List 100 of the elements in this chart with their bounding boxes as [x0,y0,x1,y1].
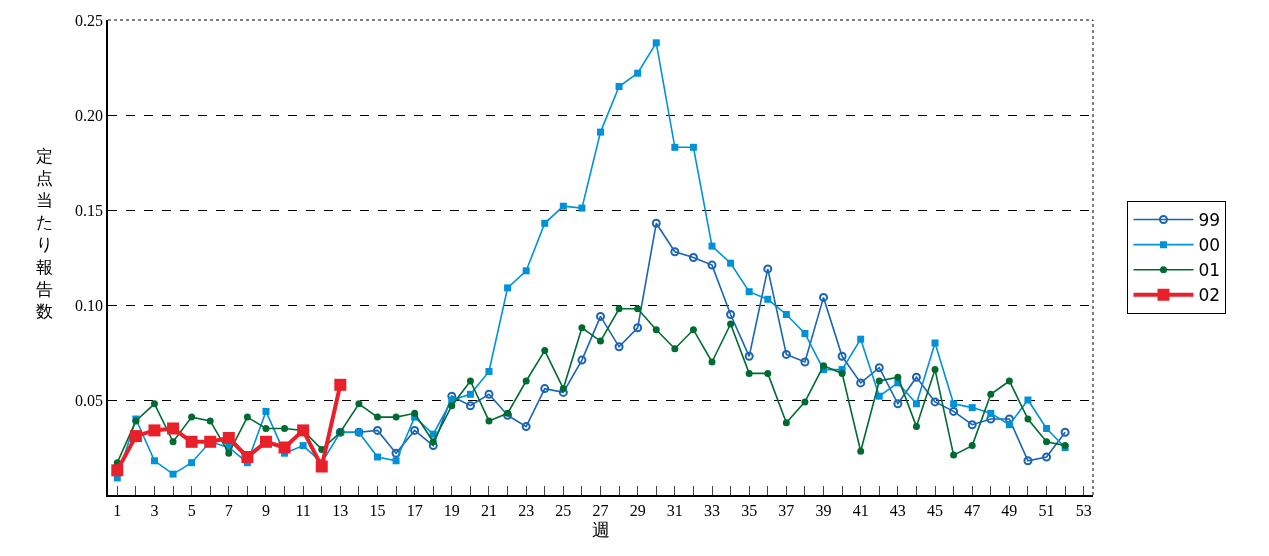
x-tick-label: 41 [852,501,869,519]
x-tick-label: 17 [406,501,423,519]
point [688,253,698,262]
point [874,363,884,373]
point [1043,438,1051,446]
point [150,457,158,465]
point [596,311,605,321]
legend-label: 00 [1198,235,1221,256]
point [801,330,809,337]
point [428,441,438,451]
point [355,400,363,408]
point [447,391,457,401]
point [633,323,643,333]
point [1042,452,1052,462]
point [429,438,437,446]
point [372,425,382,435]
point [708,242,716,250]
point [820,362,828,370]
point [727,320,735,328]
point [782,419,790,427]
point [893,399,903,409]
point [1005,421,1013,429]
point [559,385,567,393]
point [764,369,772,377]
point [875,392,883,400]
point [949,406,959,416]
x-tick-label: 37 [778,501,795,519]
point [485,368,493,375]
point [689,326,697,334]
point [225,449,233,457]
point [689,143,697,151]
x-tick-label: 11 [295,501,311,519]
y-tick-label: 0.10 [75,296,104,314]
x-tick-label: 33 [704,501,721,519]
point [373,413,381,421]
point [504,284,512,292]
point [169,438,177,446]
point [281,425,289,432]
point [315,460,328,473]
point [652,326,660,334]
point [614,342,624,352]
legend-label: 99 [1198,210,1221,231]
point [334,378,347,391]
point [392,413,400,421]
point [671,143,679,151]
y-tick-label: 0.20 [75,106,104,124]
point [708,358,716,366]
point [911,372,921,382]
point [206,417,214,425]
point [1043,425,1051,432]
point [448,402,456,410]
point [169,470,177,478]
y-axis-title: 定点当たり報告数 [36,146,53,321]
point [744,351,754,361]
point [782,311,790,318]
point [987,390,995,398]
point [485,417,493,425]
point [541,347,549,355]
point [188,459,196,467]
point [129,430,142,443]
point [148,424,161,437]
y-tick-label: 0.05 [75,391,104,409]
point [1024,415,1032,423]
point [857,335,865,343]
x-tick-label: 53 [1075,501,1092,519]
point [615,305,623,313]
x-tick-label: 39 [815,501,832,519]
x-tick-label: 25 [555,501,572,519]
point [726,310,736,319]
point [781,349,791,359]
point [262,425,270,432]
point [967,420,977,430]
y-tick-label: 0.15 [75,201,104,219]
point [950,400,958,408]
point [727,259,735,267]
x-tick-label: 15 [369,501,386,519]
legend-label: 01 [1198,260,1221,281]
point [745,369,753,377]
point [1060,427,1070,437]
point [259,435,272,448]
point [522,377,530,385]
point [1005,377,1013,385]
point [763,264,773,274]
point [634,69,642,77]
x-tick-label: 47 [964,501,981,519]
point [931,366,939,374]
point [559,202,567,210]
point [241,451,254,463]
point [968,404,976,412]
x-tick-label: 29 [629,501,646,519]
point [856,378,866,388]
x-tick-label: 31 [666,501,683,519]
point [188,413,196,421]
x-tick-label: 7 [224,501,233,519]
point [837,351,847,361]
point [299,442,307,450]
point [597,128,604,136]
point [968,442,976,450]
x-tick-label: 9 [261,501,270,519]
point [466,377,474,385]
